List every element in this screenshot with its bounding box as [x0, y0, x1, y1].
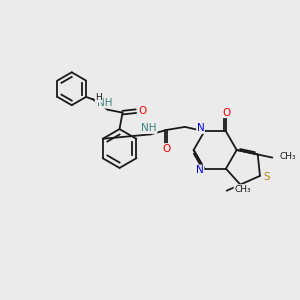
- Text: N: N: [196, 165, 204, 175]
- Text: H: H: [95, 93, 102, 102]
- Text: NH: NH: [141, 123, 157, 134]
- Text: N: N: [196, 123, 204, 134]
- Text: CH₃: CH₃: [280, 152, 296, 160]
- Text: CH₃: CH₃: [234, 185, 251, 194]
- Text: O: O: [138, 106, 147, 116]
- Text: NH: NH: [97, 98, 112, 108]
- Text: O: O: [222, 107, 231, 118]
- Text: S: S: [263, 172, 270, 182]
- Text: O: O: [162, 144, 171, 154]
